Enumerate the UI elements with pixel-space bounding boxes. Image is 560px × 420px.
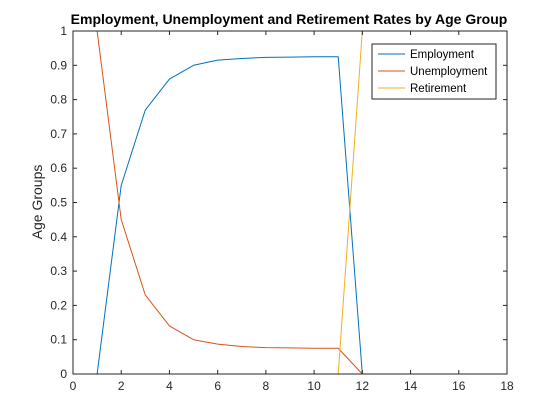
y-tick-label: 0.3 <box>50 264 67 278</box>
legend: Employment Unemployment Retirement <box>371 43 497 100</box>
y-tick-label: 1 <box>60 24 67 38</box>
x-tick-label: 18 <box>500 379 514 393</box>
y-tick-label: 0.7 <box>50 127 67 141</box>
y-axis-label: Age Groups <box>29 165 45 240</box>
x-tick-label: 14 <box>404 379 418 393</box>
y-tick-label: 0.2 <box>50 298 67 312</box>
x-tick-label: 12 <box>356 379 370 393</box>
axes: 0 2 4 6 8 10 12 14 16 18 0 0.1 0.2 0.3 0.4 0.5 0.6 0.7 0.8… <box>50 24 514 393</box>
chart-title: Employment, Unemployment and Retirement … <box>71 11 508 27</box>
x-tick-label: 16 <box>452 379 466 393</box>
y-tick-label: 0.1 <box>50 333 67 347</box>
x-tick-label: 2 <box>118 379 125 393</box>
legend-label-unemployment: Unemployment <box>410 66 488 78</box>
y-tick-label: 0.9 <box>50 58 67 72</box>
y-tick-label: 0.8 <box>50 93 67 107</box>
x-tick-label: 6 <box>214 379 221 393</box>
legend-label-employment: Employment <box>410 49 475 61</box>
legend-label-retirement: Retirement <box>410 83 467 95</box>
y-tick-label: 0.4 <box>50 230 67 244</box>
x-tick-label: 4 <box>166 379 173 393</box>
y-tick-label: 0 <box>60 367 67 381</box>
x-tick-label: 10 <box>307 379 321 393</box>
y-tick-label: 0.5 <box>50 196 67 210</box>
x-tick-label: 0 <box>70 379 77 393</box>
y-tick-label: 0.6 <box>50 161 67 175</box>
x-tick-label: 8 <box>263 379 270 393</box>
